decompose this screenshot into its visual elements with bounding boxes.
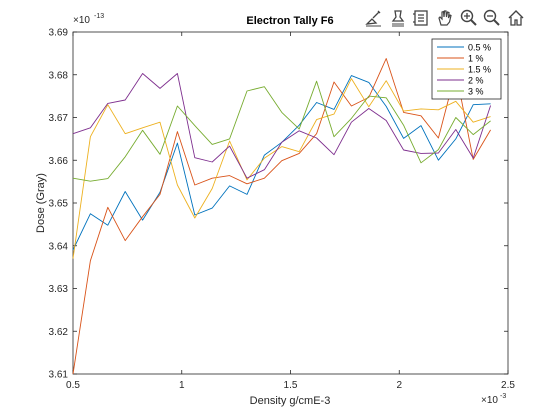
- svg-text:×10: ×10: [481, 395, 498, 406]
- legend-icon[interactable]: [411, 8, 431, 28]
- series-line-4: [72, 73, 492, 179]
- legend-entry: 1 %: [468, 54, 484, 64]
- y-tick-label: 3.65: [49, 199, 69, 210]
- x-tick-label: 1.5: [284, 380, 298, 391]
- series-line-5: [72, 80, 491, 182]
- zoom-out-icon[interactable]: [482, 8, 502, 28]
- legend-entry: 0.5 %: [468, 43, 491, 53]
- legend-entry: 2 %: [468, 76, 484, 86]
- chart-title: Electron Tally F6: [246, 15, 333, 27]
- y-axis-label: Dose (Gray): [35, 173, 47, 233]
- x-axis-label: Density g/cmE-3: [250, 395, 331, 407]
- x-tick-label: 0.5: [66, 380, 80, 391]
- y-tick-label: 3.63: [49, 284, 69, 295]
- y-tick-label: 3.68: [49, 70, 69, 81]
- axis-ticks: 0.5 1 1.5 2 2.5 3.61 3.62 3.63 3.64 3.65 3.66 3.67 3…: [49, 28, 516, 392]
- y-tick-label: 3.66: [49, 156, 69, 167]
- zoom-in-icon[interactable]: [459, 8, 479, 28]
- svg-text:×10: ×10: [73, 15, 90, 26]
- legend-entry: 1.5 %: [468, 65, 491, 75]
- series-lines: [72, 58, 492, 375]
- svg-text:-13: -13: [94, 13, 104, 20]
- x-exponent-label: ×10 -3: [481, 393, 506, 406]
- y-tick-label: 3.61: [49, 370, 69, 381]
- y-tick-label: 3.64: [49, 241, 69, 252]
- axes-toolbar: [362, 8, 542, 30]
- legend-entry: 3 %: [468, 87, 484, 97]
- series-line-2: [72, 58, 491, 375]
- pan-hand-icon[interactable]: [435, 8, 455, 28]
- y-tick-label: 3.67: [49, 113, 69, 124]
- legend: 0.5 %1 %1.5 %2 %3 %: [431, 38, 502, 100]
- x-tick-label: 2.5: [501, 380, 515, 391]
- y-exponent-label: ×10 -13: [73, 13, 104, 26]
- svg-text:-3: -3: [500, 393, 506, 400]
- x-tick-label: 2: [396, 380, 402, 391]
- x-tick-label: 1: [179, 380, 185, 391]
- brush-icon[interactable]: [364, 8, 384, 28]
- data-cursor-icon[interactable]: [388, 8, 408, 28]
- series-line-3: [72, 78, 491, 259]
- home-icon[interactable]: [506, 8, 526, 28]
- y-tick-label: 3.62: [49, 327, 69, 338]
- y-tick-label: 3.69: [49, 28, 69, 39]
